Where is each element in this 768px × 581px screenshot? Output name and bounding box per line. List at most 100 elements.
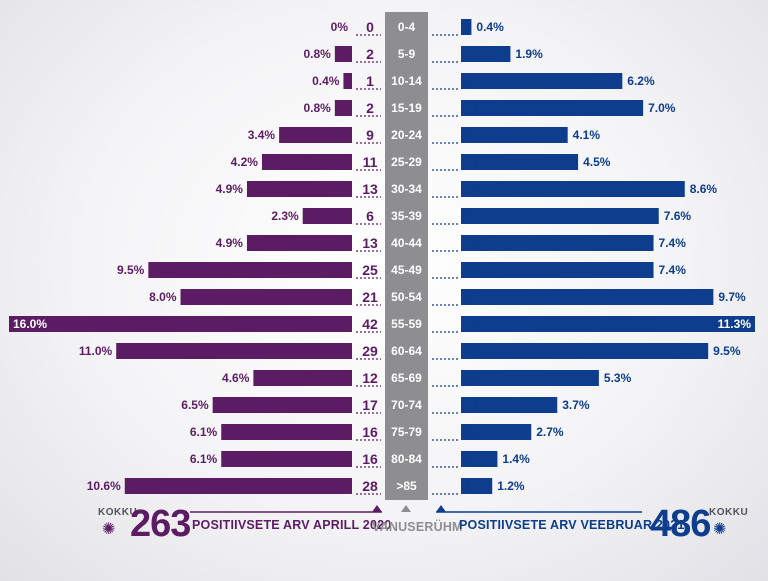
right-count-label: 20 (463, 127, 479, 143)
right-count-label: 42 (463, 181, 479, 197)
left-count-label: 17 (362, 397, 378, 413)
left-percent-label: 4.9% (216, 182, 244, 196)
category-strip (385, 12, 428, 500)
left-count-label: 13 (362, 181, 378, 197)
left-percent-label: 0.4% (312, 74, 340, 88)
left-bar (246, 235, 352, 251)
left-count-label: 42 (362, 316, 378, 332)
right-bar (461, 19, 472, 35)
left-percent-label: 6.1% (190, 425, 218, 439)
age-group-label: 20-24 (391, 128, 422, 142)
left-percent-label: 9.5% (117, 263, 145, 277)
right-count-label: 55 (463, 316, 479, 332)
left-percent-label: 11.0% (79, 344, 113, 358)
age-group-label: 75-79 (391, 425, 422, 439)
left-bar (261, 154, 352, 170)
right-percent-label: 7.4% (659, 236, 687, 250)
right-percent-label: 1.9% (515, 47, 543, 61)
age-group-label: 70-74 (391, 398, 422, 412)
right-bar (461, 262, 654, 278)
left-percent-label: 16.0% (13, 317, 47, 331)
right-percent-label: 2.7% (536, 425, 564, 439)
age-group-label: 25-29 (391, 155, 422, 169)
left-count-label: 12 (362, 370, 378, 386)
left-count-label: 21 (362, 289, 378, 305)
left-percent-label: 6.1% (190, 452, 218, 466)
left-count-label: 25 (362, 262, 378, 278)
left-percent-label: 2.3% (271, 209, 299, 223)
left-percent-label: 6.5% (181, 398, 209, 412)
center-footer-marker (401, 505, 411, 512)
left-count-label: 6 (366, 208, 374, 224)
left-count-label: 29 (362, 343, 378, 359)
left-count-label: 28 (362, 478, 378, 494)
left-bar (148, 262, 352, 278)
right-bar (461, 478, 493, 494)
right-bar (461, 154, 579, 170)
left-bar (212, 397, 352, 413)
left-count-label: 11 (363, 154, 378, 170)
left-count-label: 2 (366, 100, 374, 116)
right-percent-label: 7.0% (648, 101, 676, 115)
left-percent-label: 4.6% (222, 371, 250, 385)
right-count-label: 30 (463, 73, 479, 89)
right-count-label: 13 (463, 424, 479, 440)
age-group-label: 5-9 (398, 47, 416, 61)
left-bar (180, 289, 352, 305)
right-count-label: 7 (463, 451, 471, 467)
age-group-label: 35-39 (391, 209, 422, 223)
right-percent-label: 7.4% (659, 263, 687, 277)
left-count-label: 16 (362, 451, 378, 467)
left-bar (343, 73, 352, 89)
left-bar (334, 46, 352, 62)
right-count-label: 47 (463, 289, 479, 305)
age-group-label: 40-44 (391, 236, 422, 250)
left-percent-label: 4.9% (216, 236, 244, 250)
right-count-label: 36 (463, 262, 479, 278)
right-percent-label: 5.3% (604, 371, 632, 385)
left-percent-label: 10.6% (87, 479, 121, 493)
left-bar (334, 100, 352, 116)
right-bar (461, 397, 558, 413)
right-count-label: 22 (463, 154, 479, 170)
left-count-label: 9 (366, 127, 374, 143)
right-count-label: 6 (463, 478, 471, 494)
right-count-label: 2 (463, 19, 471, 35)
right-bar (461, 208, 659, 224)
left-bar (124, 478, 352, 494)
age-group-label: >85 (396, 479, 417, 493)
age-group-label: 55-59 (391, 317, 422, 331)
right-bar (461, 73, 623, 89)
right-bar (461, 235, 654, 251)
left-percent-label: 3.4% (248, 128, 276, 142)
right-count-label: 9 (463, 46, 471, 62)
right-bar (461, 370, 599, 386)
left-percent-label: 8.0% (149, 290, 177, 304)
left-footer-marker (372, 505, 382, 512)
left-percent-label: 0.8% (303, 101, 331, 115)
left-count-label: 0 (366, 19, 374, 35)
right-bar (461, 451, 498, 467)
age-group-label: 45-49 (391, 263, 422, 277)
left-bar (246, 181, 352, 197)
right-bar (461, 100, 644, 116)
age-group-label: 50-54 (391, 290, 422, 304)
right-bar (461, 181, 685, 197)
right-percent-label: 9.5% (713, 344, 741, 358)
right-percent-label: 3.7% (562, 398, 590, 412)
age-group-label: 65-69 (391, 371, 422, 385)
left-bar (9, 316, 352, 332)
right-bar (461, 316, 755, 332)
left-count-label: 1 (366, 73, 374, 89)
right-bar (461, 424, 532, 440)
right-percent-label: 4.5% (583, 155, 611, 169)
right-percent-label: 8.6% (690, 182, 718, 196)
right-bar (461, 127, 568, 143)
age-group-label: 0-4 (398, 20, 416, 34)
right-count-label: 34 (463, 100, 479, 116)
right-count-label: 18 (463, 397, 479, 413)
right-percent-label: 7.6% (664, 209, 692, 223)
left-bar (116, 343, 352, 359)
age-group-label: 60-64 (391, 344, 422, 358)
